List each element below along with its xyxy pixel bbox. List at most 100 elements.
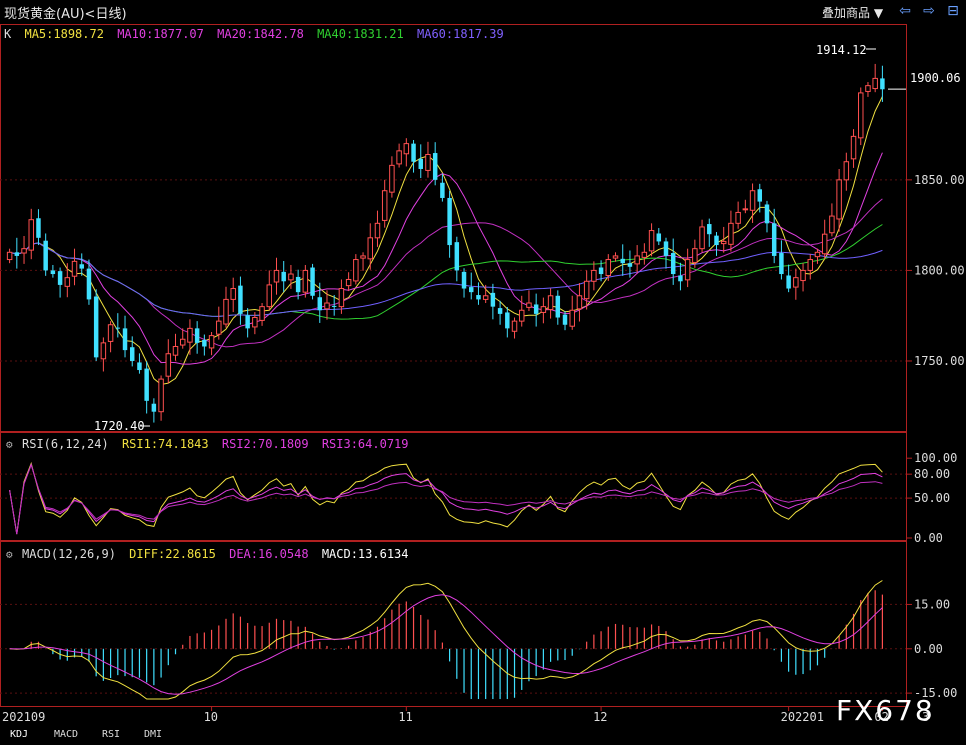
chevron-down-icon: ▼: [873, 6, 884, 20]
candle-up: [591, 269, 597, 282]
candle-up: [684, 259, 691, 281]
arrow-left-icon[interactable]: ⇦: [899, 3, 911, 19]
macd-lines: [9, 580, 883, 700]
candle-up: [381, 190, 388, 221]
split-window-icon[interactable]: ⊟: [947, 3, 959, 19]
axis-labels: 1850.001800.001750.00100.0080.0050.000.0…: [2, 173, 965, 724]
candle-down: [764, 204, 770, 224]
candle-up: [865, 85, 871, 92]
candle-up: [324, 302, 330, 310]
candle-up: [569, 309, 575, 327]
candle-down: [310, 267, 315, 296]
candle-up: [742, 208, 749, 211]
candle-down: [93, 296, 99, 358]
candle-down: [533, 304, 539, 314]
arrow-right-icon[interactable]: ⇨: [923, 3, 935, 19]
candle-up: [6, 251, 13, 261]
candle-down: [317, 297, 323, 311]
candle-up: [692, 248, 698, 263]
rsi-legend: RSI(6,12,24) RSI1:74.1843 RSI2:70.1809 R…: [22, 437, 409, 451]
candle-up: [641, 251, 648, 258]
candle-down: [476, 295, 481, 300]
ma20-line: [9, 198, 883, 348]
candle-up: [749, 190, 756, 211]
macd-legend-prefix: MACD(12,26,9): [22, 547, 116, 561]
page-title: 现货黄金(AU)<日线): [4, 7, 127, 22]
candle-down: [245, 315, 250, 329]
candle-up: [526, 302, 532, 308]
candle-up: [273, 269, 280, 283]
candle-up: [843, 161, 850, 181]
tab-dmi[interactable]: DMI: [144, 729, 163, 740]
candle-up: [814, 251, 821, 258]
candle-up: [735, 211, 741, 224]
rsi-tick-label: 50.00: [914, 491, 950, 505]
candle-up: [800, 269, 806, 282]
low-annotation: 1720.40: [94, 419, 145, 433]
tab-rsi[interactable]: RSI: [102, 729, 121, 740]
candle-up: [288, 273, 294, 281]
settings-icon[interactable]: ⚙: [6, 438, 13, 451]
candle-down: [50, 270, 56, 275]
candle-down: [331, 305, 337, 307]
candle-down: [151, 403, 157, 412]
legend-diff: DIFF:22.8615: [129, 547, 216, 561]
candle-up: [547, 295, 554, 311]
candle-up: [28, 219, 34, 251]
candle-down: [454, 242, 460, 271]
ma60-line: [9, 242, 883, 317]
tab-kdj[interactable]: KDJ: [10, 729, 29, 740]
candle-down: [469, 287, 474, 293]
moving-average-lines: [9, 96, 883, 386]
legend-macd: MACD:13.6134: [322, 547, 409, 561]
candle-up: [266, 284, 273, 308]
candle-down: [497, 308, 503, 314]
candle-down: [144, 368, 149, 401]
candle-up: [172, 345, 179, 356]
rsi-lines: [9, 461, 883, 535]
candle-up: [345, 278, 352, 287]
candle-down: [411, 143, 416, 162]
diff-line: [9, 580, 883, 700]
candle-up: [648, 230, 655, 252]
candle-up: [511, 320, 518, 332]
candle-up: [64, 277, 71, 287]
candle-down: [620, 258, 625, 264]
candle-up: [576, 295, 583, 310]
tab-macd[interactable]: MACD: [54, 729, 79, 740]
candle-down: [598, 267, 604, 275]
legend-ma60: MA60:1817.39: [417, 27, 504, 41]
legend-ma10: MA10:1877.07: [117, 27, 204, 41]
candlesticks: [6, 63, 885, 423]
settings-icon[interactable]: ⚙: [6, 548, 13, 561]
legend-rsi2: RSI2:70.1809: [222, 437, 309, 451]
price-tick-label: 1850.00: [914, 173, 965, 187]
candle-up: [519, 309, 525, 322]
candle-down: [779, 253, 784, 275]
candle-down: [79, 264, 84, 269]
candle-down: [490, 292, 496, 307]
candle-up: [634, 255, 640, 265]
rsi-tick-label: 80.00: [914, 467, 950, 481]
time-axis-label: 202109: [2, 710, 45, 724]
grid-lines: [0, 179, 906, 694]
legend-rsi3: RSI3:64.0719: [322, 437, 409, 451]
time-axis-label: 10: [204, 710, 218, 724]
candle-down: [663, 241, 669, 256]
candle-down: [36, 218, 41, 238]
candle-down: [418, 158, 423, 169]
candle-up: [252, 317, 258, 328]
time-axis-label: 202201: [781, 710, 824, 724]
overlay-commodity-button[interactable]: 叠加商品 ▼: [822, 4, 883, 21]
legend-ma5: MA5:1898.72: [24, 27, 103, 41]
rsi-legend-prefix: RSI(6,12,24): [22, 437, 109, 451]
candle-down: [670, 253, 676, 275]
candle-down: [461, 271, 467, 289]
candle-up: [699, 226, 705, 250]
candle-down: [678, 275, 683, 282]
time-axis-label: 12: [593, 710, 607, 724]
candle-down: [440, 182, 445, 198]
candle-up: [338, 288, 345, 308]
candle-down: [555, 295, 561, 318]
